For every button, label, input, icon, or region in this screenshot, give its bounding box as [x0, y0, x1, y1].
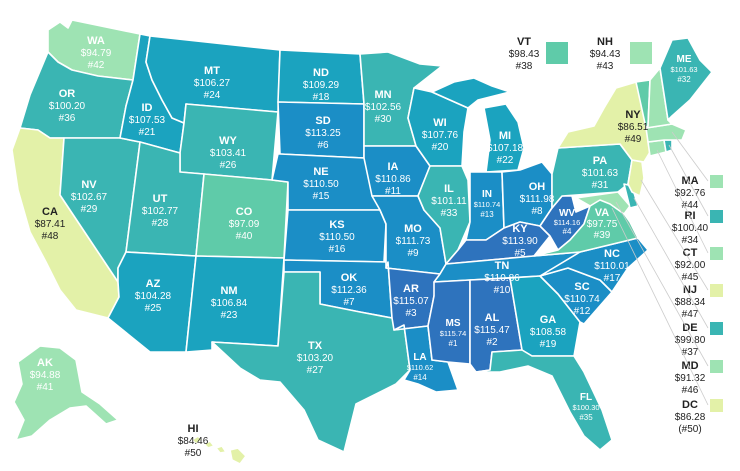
label-OH: OH $111.98 #8: [520, 181, 555, 217]
side-label-NJ: NJ $88.34 #47: [675, 284, 706, 320]
label-AK: AK $94.88 #41: [30, 357, 61, 393]
state-CO[interactable]: [195, 173, 289, 259]
state-TX[interactable]: [211, 271, 411, 453]
label-IL: IL $101.11 #33: [431, 183, 467, 219]
label-IA: IA $110.86 #11: [375, 161, 411, 197]
state-AK[interactable]: [13, 345, 119, 441]
label-KS: KS $110.50 #16: [319, 219, 355, 255]
label-FL: FL $100.30 #35: [572, 392, 599, 422]
leader-RI: [668, 144, 709, 217]
leader-DE: [633, 197, 709, 329]
side-label-DE: DE $99.80 #37: [675, 322, 706, 358]
leader-CT: [656, 149, 709, 254]
label-NM: NM $106.84 #23: [211, 285, 248, 321]
label-ME: ME $101.63 #32: [670, 54, 697, 84]
side-label-MD: MD $91.32 #46: [675, 360, 706, 396]
label-NY: NY $86.51 #49: [618, 109, 649, 145]
label-IN: IN $110.74 #13: [474, 189, 501, 219]
ne-small-states-top: VT $98.43 #38 NH $94.43 #43: [509, 36, 652, 72]
leader-MA: [671, 131, 709, 182]
label-AL: AL $115.47 #2: [474, 312, 510, 348]
swatch-CT[interactable]: [710, 247, 723, 260]
label-OK: OK $112.36 #7: [331, 272, 367, 308]
state-shapes: [11, 19, 713, 465]
side-label-MA: MA $92.76 #44: [675, 175, 706, 211]
state-KS[interactable]: [283, 209, 387, 263]
label-AZ: AZ $104.28 #25: [135, 278, 172, 314]
label-CO: CO $97.09 #40: [229, 206, 260, 242]
label-WA: WA $94.79 #42: [81, 35, 112, 71]
leader-lines: [611, 131, 709, 406]
swatch-MD[interactable]: [710, 360, 723, 373]
side-label-DC: DC $86.28 (#50): [675, 399, 706, 435]
label-MS: MS $115.74 #1: [440, 318, 467, 348]
swatch-NJ[interactable]: [710, 284, 723, 297]
label-NC: NC $110.01 #17: [594, 248, 630, 284]
label-SD: SD $113.25 #6: [305, 115, 341, 151]
state-FL[interactable]: [475, 349, 613, 451]
label-TN: TN $110.86 #10: [484, 260, 520, 296]
label-UT: UT $102.77 #28: [142, 193, 179, 229]
swatch-NH[interactable]: [630, 42, 652, 64]
side-label-VT: VT $98.43 #38: [509, 36, 540, 72]
label-LA: LA $110.62 #14: [407, 352, 434, 382]
leader-DC: [611, 207, 709, 406]
label-TX: TX $103.20 #27: [297, 340, 334, 376]
label-WV: WV $114.16 #4: [554, 208, 581, 236]
label-AR: AR $115.07 #3: [393, 283, 429, 319]
label-ND: ND $109.29 #18: [303, 67, 340, 103]
state-MI-UP[interactable]: [431, 77, 511, 109]
side-label-RI: RI$100.40#34: [672, 210, 709, 246]
leader-MD: [615, 201, 709, 367]
label-SC: SC $110.74 #12: [564, 281, 600, 317]
state-MI[interactable]: [483, 103, 525, 173]
label-MT: MT $106.27 #24: [194, 65, 231, 101]
state-AZ[interactable]: [107, 251, 197, 353]
label-WI: WI $107.76 #20: [422, 117, 459, 153]
label-MI: MI $107.18 #22: [487, 130, 524, 166]
label-HI: HI $84.46 #50: [178, 423, 209, 459]
state-HI[interactable]: [191, 435, 247, 465]
state-MD[interactable]: [575, 191, 631, 215]
label-NE: NE $110.50 #15: [303, 166, 339, 202]
label-NV: NV $102.67 #29: [71, 179, 108, 215]
ne-small-states-right: MA$92.76#44 RI$100.40#34 CT$92.00#45 NJ$…: [672, 175, 723, 435]
side-label-NH: NH $94.43 #43: [590, 36, 621, 72]
label-ID: ID $107.53 #21: [129, 102, 166, 138]
state-labels: WA $94.79 #42 OR $100.20 #36 CA $87.41 #48 NV $…: [30, 35, 698, 459]
label-CA: CA $87.41 #48: [35, 206, 66, 242]
label-MO: MO $111.73 #9: [396, 223, 431, 259]
state-KY[interactable]: [445, 221, 551, 265]
side-label-CT: CT $92.00 #45: [675, 247, 706, 283]
swatch-RI[interactable]: [710, 210, 723, 223]
swatch-DC[interactable]: [710, 399, 723, 412]
swatch-VT[interactable]: [546, 42, 568, 64]
label-KY: KY $113.90 #5: [502, 223, 538, 259]
swatch-DE[interactable]: [710, 322, 723, 335]
label-OR: OR $100.20 #36: [49, 88, 86, 124]
label-PA: PA $101.63 #31: [582, 155, 619, 191]
label-MN: MN $102.56 #30: [365, 89, 402, 125]
label-VA: VA $97.75 #39: [587, 207, 618, 241]
state-RI[interactable]: [663, 139, 673, 153]
swatch-MA[interactable]: [710, 175, 723, 188]
label-GA: GA $108.58 #19: [530, 314, 567, 350]
state-ME[interactable]: [659, 37, 713, 121]
label-WY: WY $103.41 #26: [210, 135, 247, 171]
leader-NJ: [640, 179, 709, 291]
